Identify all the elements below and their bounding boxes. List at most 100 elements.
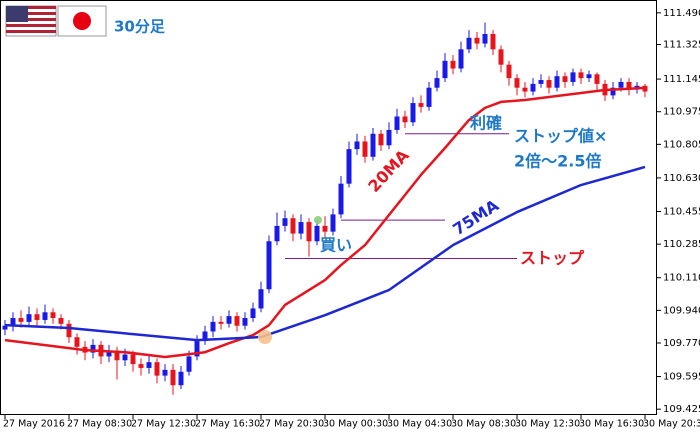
candle-body — [378, 133, 384, 146]
x-tick-label: 27 May 12:30 — [131, 419, 196, 430]
annotation: 2倍〜2.5倍 — [514, 152, 601, 171]
plot-frame — [0, 0, 657, 415]
candle-body — [514, 78, 520, 88]
candle-body — [298, 222, 304, 234]
candle-body — [322, 225, 328, 232]
moving-average — [4, 165, 646, 342]
candle-body — [258, 289, 264, 309]
candle-body — [130, 354, 136, 365]
candle-body — [586, 74, 592, 79]
x-tick-label: 30 May 16:30 — [579, 419, 644, 430]
candle-body — [66, 323, 72, 338]
y-tick-label: 110.285 — [663, 239, 700, 250]
candle-body — [290, 218, 296, 234]
candle-body — [434, 78, 440, 88]
x-tick-label: 30 May 20:30 — [643, 419, 700, 430]
jp-flag — [57, 5, 107, 37]
moving-average — [4, 86, 646, 359]
candle-body — [26, 314, 32, 322]
x-tick-label: 27 May 20:30 — [259, 419, 324, 430]
candle-body — [362, 141, 368, 157]
candle-body — [394, 116, 400, 130]
candle-body — [554, 76, 560, 88]
y-tick-label: 109.940 — [663, 305, 700, 316]
y-tick-label: 110.110 — [663, 273, 700, 284]
x-tick-label: 30 May 04:30 — [387, 419, 452, 430]
candle-body — [370, 133, 376, 157]
candle-body — [578, 72, 584, 79]
candle-body — [458, 49, 464, 69]
candle-body — [466, 37, 472, 50]
candle-body — [34, 314, 40, 320]
y-tick-label: 110.630 — [663, 173, 700, 184]
candle-body — [610, 87, 616, 96]
candle-body — [146, 362, 152, 368]
candle-body — [170, 369, 176, 386]
candle-body — [474, 37, 480, 44]
candle-body — [530, 83, 536, 92]
candle-body — [330, 214, 336, 232]
candle-body — [138, 364, 144, 368]
candle-body — [122, 354, 128, 361]
y-tick-label: 111.325 — [663, 40, 700, 51]
signal-marker — [314, 216, 322, 224]
y-tick-label: 110.455 — [663, 207, 700, 218]
candle-body — [506, 64, 512, 79]
candle-body — [154, 362, 160, 376]
x-tick-label: 30 May 00:30 — [323, 419, 388, 430]
candle-body — [250, 308, 256, 319]
candle-body — [450, 60, 456, 69]
candle-body — [282, 218, 288, 226]
chart-title: 30分足 — [114, 18, 166, 36]
candle-body — [490, 33, 496, 50]
candle-body — [18, 318, 24, 322]
candle-body — [354, 141, 360, 150]
candle-body — [114, 350, 120, 361]
candle-body — [42, 312, 48, 320]
us-flag — [5, 5, 57, 37]
candle-body — [410, 103, 416, 123]
candle-body — [346, 149, 352, 184]
candle-body — [218, 321, 224, 324]
y-tick-label: 109.770 — [663, 338, 700, 349]
candle-body — [426, 87, 432, 107]
y-tick-label: 111.490 — [663, 8, 700, 19]
candle-body — [274, 225, 280, 242]
candle-body — [242, 318, 248, 326]
candle-body — [50, 312, 56, 319]
candle-body — [234, 316, 240, 326]
candle-body — [402, 116, 408, 123]
y-tick-label: 109.595 — [663, 372, 700, 383]
candle-body — [442, 60, 448, 79]
candle-body — [194, 341, 200, 357]
candle-body — [106, 350, 112, 357]
candle-body — [226, 316, 232, 324]
annotation: ストップ値× — [514, 127, 607, 146]
x-tick-label: 30 May 08:30 — [451, 419, 516, 430]
candle-body — [418, 103, 424, 107]
y-tick-label: 111.145 — [663, 74, 700, 85]
candle-body — [186, 356, 192, 372]
x-tick-label: 27 May 08:30 — [67, 419, 132, 430]
x-tick-label: 27 May 2016 — [3, 419, 65, 430]
x-tick-label: 30 May 12:30 — [515, 419, 580, 430]
annotation: 利確 — [470, 114, 502, 133]
candle-body — [90, 344, 96, 353]
candle-body — [570, 72, 576, 82]
candle-body — [594, 74, 600, 84]
candle-body — [314, 225, 320, 242]
candle-body — [266, 241, 272, 290]
candle-body — [178, 371, 184, 386]
candle-body — [338, 183, 344, 215]
candle-body — [306, 222, 312, 242]
candle-body — [58, 318, 64, 324]
candle-body — [210, 321, 216, 332]
candle-body — [626, 81, 632, 90]
candle-body — [482, 33, 488, 44]
candle-body — [2, 325, 8, 330]
entry-marker — [258, 330, 272, 344]
candle-body — [202, 331, 208, 342]
plot-area — [2, 22, 648, 395]
